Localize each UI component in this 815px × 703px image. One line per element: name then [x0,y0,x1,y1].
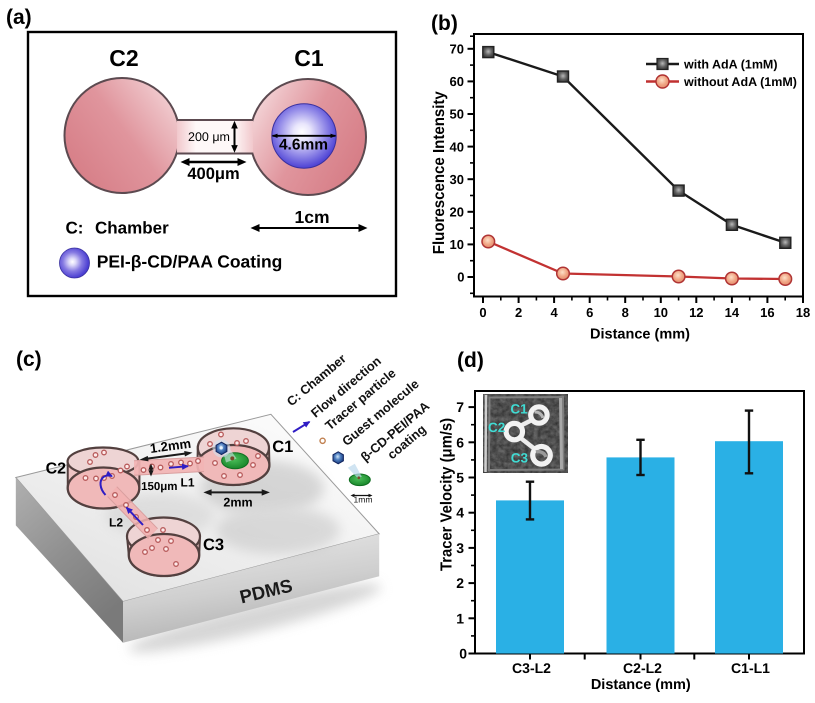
svg-text:4.6mm: 4.6mm [279,137,328,154]
svg-text:400μm: 400μm [187,165,239,183]
svg-text:1cm: 1cm [294,207,329,227]
svg-text:150μm: 150μm [141,481,177,493]
svg-text:200 μm: 200 μm [188,130,230,144]
svg-text:C3: C3 [203,536,224,554]
svg-text:50: 50 [450,107,464,122]
svg-text:1.2mm: 1.2mm [149,436,192,456]
svg-text:C2-L2: C2-L2 [623,660,662,676]
svg-text:0: 0 [457,270,464,285]
svg-text:7: 7 [456,399,464,415]
svg-text:20: 20 [450,205,464,220]
svg-text:Tracer Velocity (μm/s): Tracer Velocity (μm/s) [439,418,456,571]
svg-text:70: 70 [450,42,464,57]
svg-text:Fluorescence Intensity: Fluorescence Intensity [431,91,448,254]
svg-text:1mm: 1mm [354,495,373,505]
svg-text:8: 8 [622,305,629,320]
svg-text:4: 4 [456,505,464,521]
svg-text:4: 4 [550,305,558,320]
svg-text:C3-L2: C3-L2 [512,660,551,676]
svg-text:16: 16 [760,305,774,320]
svg-text:without AdA (1mM): without AdA (1mM) [683,75,797,89]
svg-text:6: 6 [456,434,464,450]
svg-text:C1: C1 [272,438,293,456]
svg-text:with AdA (1mM): with AdA (1mM) [683,58,778,72]
svg-text:PEI-β-CD/PAA Coating: PEI-β-CD/PAA Coating [97,252,283,272]
svg-text:40: 40 [450,139,464,154]
svg-text:L1: L1 [180,476,194,490]
svg-text:0: 0 [459,645,467,661]
svg-text:C3: C3 [511,451,529,466]
svg-text:1: 1 [456,610,464,626]
svg-text:60: 60 [450,74,464,89]
svg-text:C1-L1: C1-L1 [731,660,770,676]
svg-text:14: 14 [725,305,740,320]
svg-text:L2: L2 [109,515,123,529]
svg-text:10: 10 [654,305,668,320]
svg-text:Distance (mm): Distance (mm) [591,677,691,693]
svg-text:C1: C1 [510,402,528,417]
svg-text:C2: C2 [46,460,67,477]
svg-text:C:: C: [66,219,84,238]
svg-text:C2: C2 [109,45,138,71]
svg-text:2: 2 [456,575,464,591]
svg-text:Chamber: Chamber [95,219,169,238]
svg-text:C2: C2 [488,420,505,435]
svg-text:3: 3 [456,540,464,556]
svg-text:6: 6 [586,305,593,320]
svg-text:2: 2 [515,305,522,320]
svg-text:2mm: 2mm [223,496,252,510]
svg-text:30: 30 [450,172,464,187]
svg-text:5: 5 [456,470,464,486]
svg-text:Distance (mm): Distance (mm) [590,327,690,343]
svg-text:0: 0 [479,305,486,320]
svg-text:C1: C1 [294,45,324,71]
svg-text:18: 18 [796,305,810,320]
svg-text:10: 10 [450,237,464,252]
svg-text:12: 12 [689,305,703,320]
